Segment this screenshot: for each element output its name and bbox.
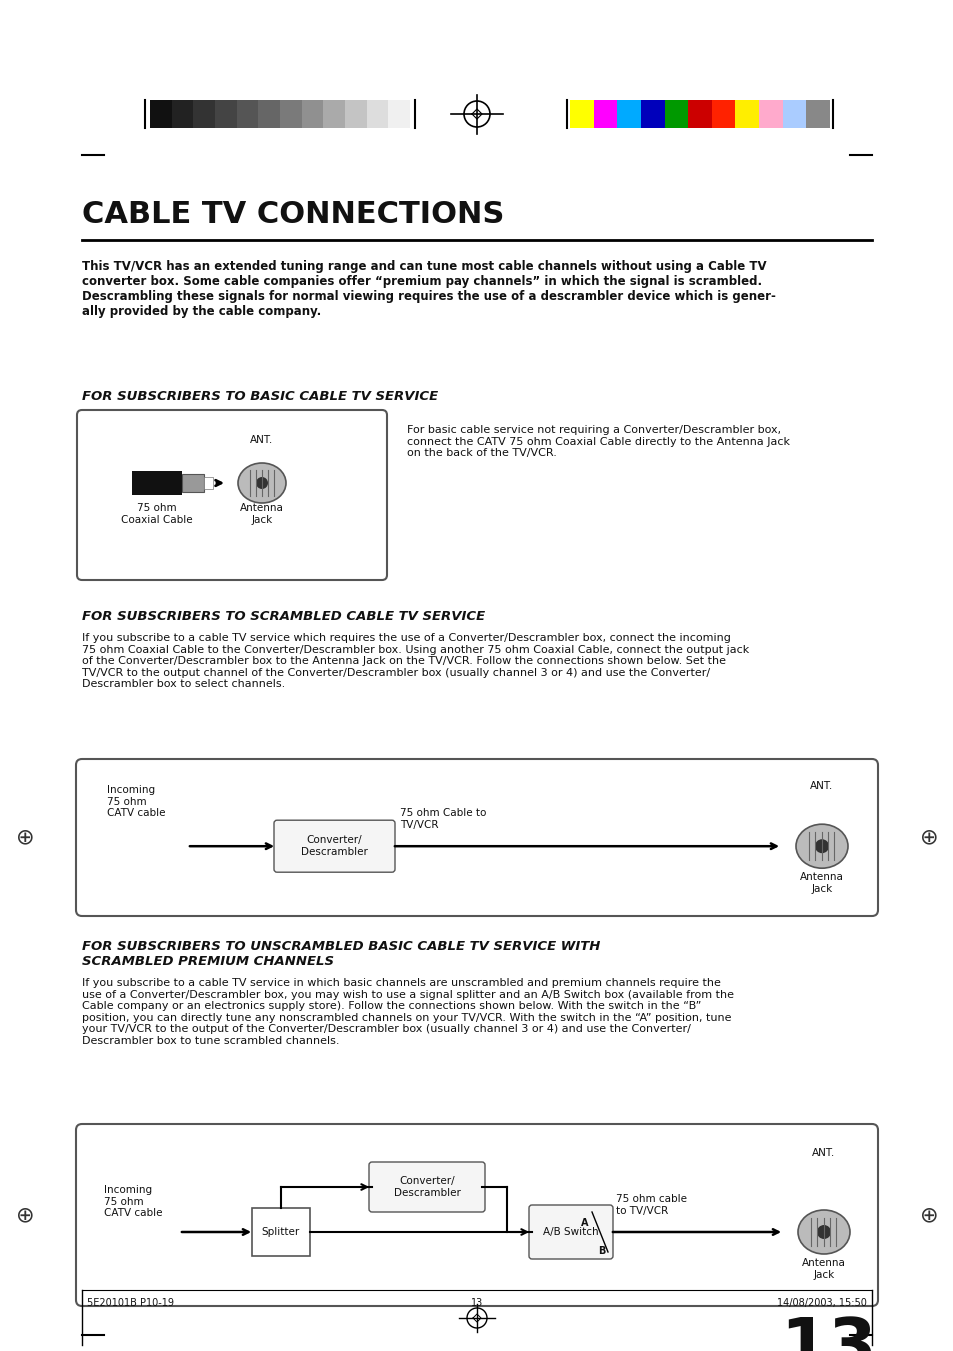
Text: Antenna
Jack: Antenna Jack	[800, 873, 843, 894]
Text: 5E20101B P10-19: 5E20101B P10-19	[87, 1298, 173, 1308]
Bar	[366, 100, 388, 128]
Text: 75 ohm
Coaxial Cable: 75 ohm Coaxial Cable	[121, 503, 193, 524]
Ellipse shape	[795, 824, 847, 869]
Text: 75 ohm Cable to
TV/VCR: 75 ohm Cable to TV/VCR	[399, 808, 486, 830]
Text: 14/08/2003, 15:50: 14/08/2003, 15:50	[777, 1298, 866, 1308]
Text: FOR SUBSCRIBERS TO UNSCRAMBLED BASIC CABLE TV SERVICE WITH
SCRAMBLED PREMIUM CHA: FOR SUBSCRIBERS TO UNSCRAMBLED BASIC CAB…	[82, 940, 599, 969]
Bar	[323, 100, 345, 128]
FancyBboxPatch shape	[274, 820, 395, 873]
Ellipse shape	[797, 1210, 849, 1254]
Bar	[593, 100, 617, 128]
Circle shape	[816, 1225, 830, 1239]
Ellipse shape	[237, 463, 286, 503]
Bar	[252, 1208, 310, 1256]
Bar	[182, 474, 204, 492]
Bar	[150, 100, 172, 128]
Bar	[236, 100, 258, 128]
Bar	[193, 100, 214, 128]
Text: Antenna
Jack: Antenna Jack	[240, 503, 284, 524]
Text: 75 ohm cable
to TV/VCR: 75 ohm cable to TV/VCR	[616, 1194, 686, 1216]
Text: A: A	[580, 1219, 588, 1228]
Text: ANT.: ANT.	[250, 435, 274, 444]
Text: This TV/VCR has an extended tuning range and can tune most cable channels withou: This TV/VCR has an extended tuning range…	[82, 259, 775, 317]
Bar	[214, 100, 236, 128]
Bar	[132, 471, 182, 494]
Circle shape	[814, 839, 828, 854]
Bar	[301, 100, 323, 128]
Text: A/B Switch: A/B Switch	[542, 1227, 598, 1238]
Text: Antenna
Jack: Antenna Jack	[801, 1258, 845, 1279]
Text: Converter/
Descrambler: Converter/ Descrambler	[301, 835, 368, 857]
Bar	[617, 100, 640, 128]
Bar	[172, 100, 193, 128]
FancyBboxPatch shape	[77, 409, 387, 580]
Text: FOR SUBSCRIBERS TO SCRAMBLED CABLE TV SERVICE: FOR SUBSCRIBERS TO SCRAMBLED CABLE TV SE…	[82, 611, 485, 623]
Text: CABLE TV CONNECTIONS: CABLE TV CONNECTIONS	[82, 200, 504, 230]
Text: ANT.: ANT.	[809, 781, 833, 790]
Text: For basic cable service not requiring a Converter/Descrambler box,
connect the C: For basic cable service not requiring a …	[407, 426, 789, 458]
Bar	[735, 100, 759, 128]
Bar	[345, 100, 366, 128]
Circle shape	[255, 477, 268, 489]
Text: ⊕: ⊕	[919, 1205, 938, 1225]
Text: FOR SUBSCRIBERS TO BASIC CABLE TV SERVICE: FOR SUBSCRIBERS TO BASIC CABLE TV SERVIC…	[82, 390, 437, 403]
Text: 13: 13	[780, 1315, 876, 1351]
Text: Incoming
75 ohm
CATV cable: Incoming 75 ohm CATV cable	[104, 1185, 162, 1219]
Text: If you subscribe to a cable TV service in which basic channels are unscrambled a: If you subscribe to a cable TV service i…	[82, 978, 733, 1046]
Text: 13: 13	[471, 1298, 482, 1308]
Bar	[664, 100, 687, 128]
Bar	[781, 100, 805, 128]
Text: ANT.: ANT.	[812, 1148, 835, 1158]
FancyBboxPatch shape	[76, 1124, 877, 1306]
Text: B: B	[598, 1246, 605, 1256]
Bar	[258, 100, 280, 128]
Text: ⊕: ⊕	[15, 828, 34, 847]
Text: Incoming
75 ohm
CATV cable: Incoming 75 ohm CATV cable	[107, 785, 165, 819]
Text: If you subscribe to a cable TV service which requires the use of a Converter/Des: If you subscribe to a cable TV service w…	[82, 634, 748, 689]
Text: ⊕: ⊕	[15, 1205, 34, 1225]
Bar	[687, 100, 711, 128]
FancyBboxPatch shape	[369, 1162, 484, 1212]
Bar	[759, 100, 781, 128]
Bar	[388, 100, 410, 128]
Text: Splitter: Splitter	[262, 1227, 300, 1238]
Text: Converter/
Descrambler: Converter/ Descrambler	[394, 1177, 460, 1198]
Bar	[640, 100, 664, 128]
FancyBboxPatch shape	[76, 759, 877, 916]
Bar	[711, 100, 735, 128]
Bar	[569, 100, 593, 128]
Bar	[280, 100, 301, 128]
Bar	[805, 100, 829, 128]
Text: ⊕: ⊕	[919, 828, 938, 847]
FancyBboxPatch shape	[529, 1205, 613, 1259]
Bar	[204, 477, 213, 489]
